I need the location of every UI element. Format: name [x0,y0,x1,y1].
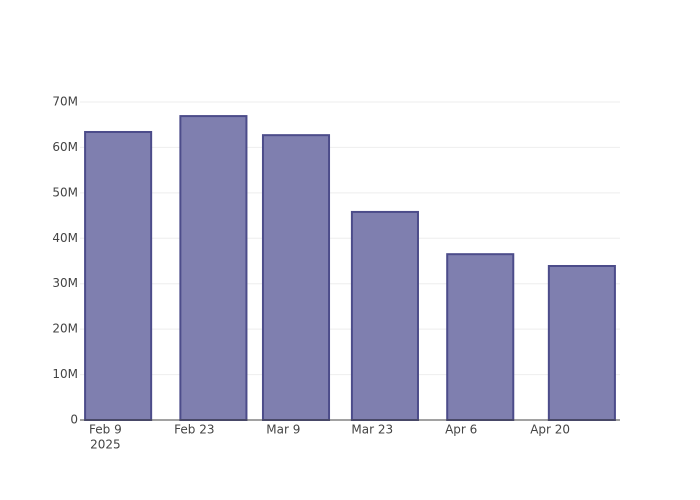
x-tick-label: Mar 23 [351,423,393,437]
y-tick-label: 20M [52,322,78,336]
y-tick-label: 60M [52,140,78,154]
bar [261,134,331,421]
x-tick-label: Feb 23 [174,423,214,437]
x-tick-label: Apr 6 [445,423,477,437]
x-tick-sublabel: 2025 [90,438,121,452]
y-tick-label: 0 [70,413,78,427]
bar [350,210,419,421]
bar [547,264,616,421]
bar [446,253,515,421]
y-tick-label: 30M [52,276,78,290]
y-tick-label: 70M [52,95,78,109]
y-tick-label: 40M [52,231,78,245]
bar [179,115,248,421]
y-tick-label: 10M [52,367,78,381]
x-tick-label: Apr 20 [530,423,570,437]
x-tick-label: Feb 9 [89,423,122,437]
x-tick-label: Mar 9 [266,423,300,437]
bar [84,130,153,422]
y-tick-label: 50M [52,185,78,199]
